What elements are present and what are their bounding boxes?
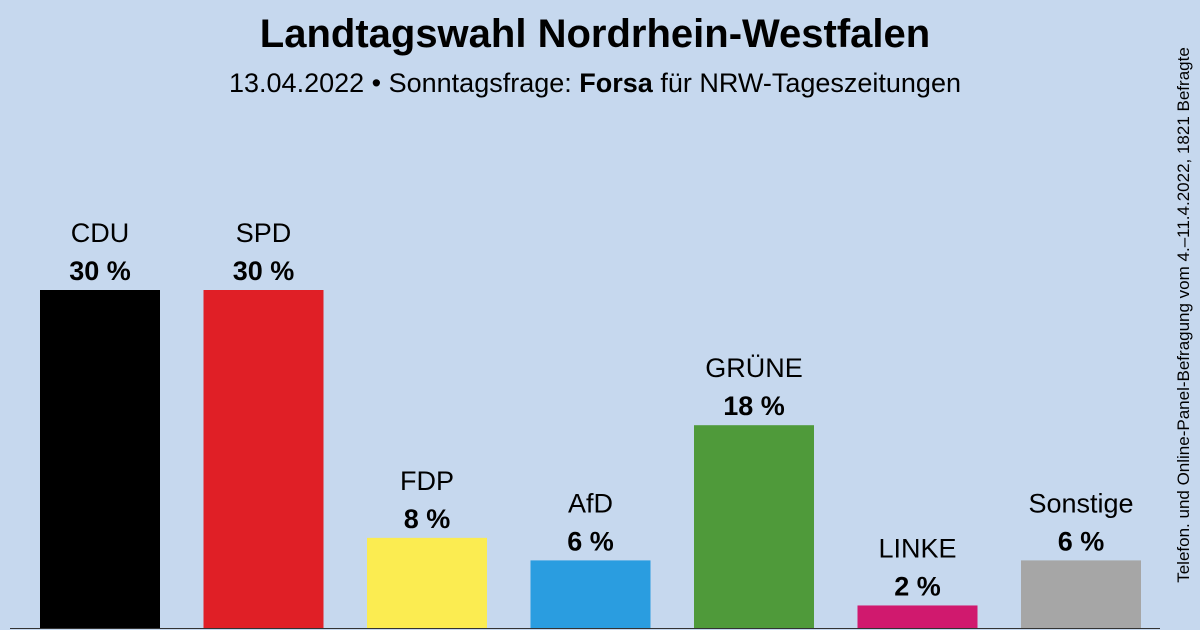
- poll-date: 13.04.2022: [229, 68, 365, 98]
- category-label-afd: AfD: [568, 488, 613, 518]
- category-label-sonstige: Sonstige: [1028, 488, 1133, 518]
- bar-linke: [857, 605, 978, 628]
- chart-subtitle: 13.04.2022 • Sonntagsfrage: Forsa für NR…: [0, 68, 1190, 99]
- bar-chart: 30 % CDU 30 % SPD 8 % FDP 6 % AfD 18 % GRÜNE 2 % LI…: [10, 218, 1160, 629]
- separator-dot: •: [371, 68, 382, 98]
- bar-cdu: [40, 290, 160, 628]
- value-label-linke: 2 %: [894, 571, 941, 601]
- value-label-gruene: 18 %: [723, 391, 785, 421]
- value-label-afd: 6 %: [567, 526, 614, 556]
- category-label-linke: LINKE: [878, 533, 956, 563]
- value-label-sonstige: 6 %: [1058, 526, 1105, 556]
- value-label-fdp: 8 %: [404, 504, 451, 534]
- category-label-gruene: GRÜNE: [705, 353, 803, 383]
- methodology-note: Telefon. und Online-Panel-Befragung vom …: [1168, 0, 1200, 630]
- category-label-fdp: FDP: [400, 466, 454, 496]
- category-label-spd: SPD: [236, 218, 292, 248]
- bar-sonstige: [1021, 560, 1141, 628]
- poll-question: Sonntagsfrage:: [388, 68, 572, 98]
- bar-gruene: [694, 425, 814, 628]
- poll-institute: Forsa: [579, 68, 653, 98]
- bar-afd: [530, 560, 651, 628]
- value-label-spd: 30 %: [233, 256, 295, 286]
- value-label-cdu: 30 %: [69, 256, 131, 286]
- bar-fdp: [367, 537, 487, 628]
- methodology-note-text: Telefon. und Online-Panel-Befragung vom …: [1174, 47, 1193, 583]
- poll-client: für NRW-Tageszeitungen: [660, 68, 961, 98]
- chart-title: Landtagswahl Nordrhein-Westfalen: [259, 12, 931, 56]
- category-label-cdu: CDU: [71, 218, 130, 248]
- bar-spd: [203, 290, 324, 628]
